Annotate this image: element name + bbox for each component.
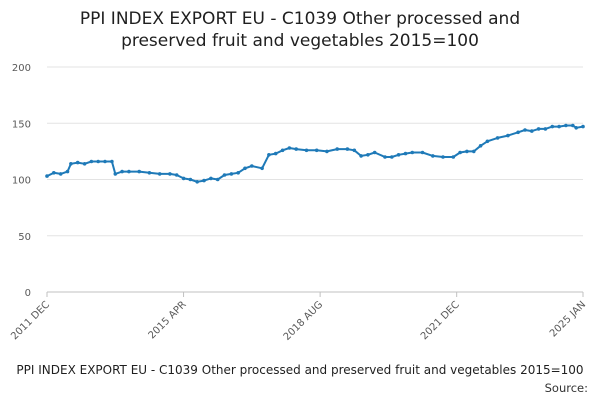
data-point[interactable] [536, 127, 541, 131]
data-point[interactable] [410, 150, 415, 155]
data-point[interactable] [304, 148, 309, 153]
data-point[interactable] [564, 123, 568, 128]
x-tick-label: 2021 DEC [419, 299, 462, 342]
data-point[interactable] [113, 172, 118, 176]
data-point[interactable] [75, 160, 80, 165]
data-point[interactable] [267, 153, 271, 157]
y-tick-label: 100 [12, 176, 31, 187]
chart-caption: PPI INDEX EXPORT EU - C1039 Other proces… [16, 363, 583, 377]
y-axis: 0 50 100 150 200 [12, 63, 31, 299]
data-point[interactable] [530, 129, 534, 133]
data-point[interactable] [335, 147, 340, 151]
x-tick-label: 2015 APR [147, 299, 189, 341]
data-point[interactable] [478, 144, 483, 148]
data-point[interactable] [571, 123, 575, 128]
y-tick-label: 0 [25, 288, 31, 299]
series-line-0 [46, 124, 584, 183]
data-point[interactable] [69, 162, 73, 166]
data-point[interactable] [174, 173, 179, 177]
data-point[interactable] [273, 151, 278, 156]
data-point[interactable] [396, 153, 401, 157]
data-point[interactable] [383, 155, 387, 159]
data-point[interactable] [420, 150, 425, 155]
data-point[interactable] [451, 155, 456, 159]
data-point[interactable] [120, 169, 124, 174]
data-point[interactable] [209, 176, 213, 181]
data-point[interactable] [314, 148, 319, 153]
y-tick-label: 200 [12, 63, 31, 74]
data-point[interactable] [229, 172, 234, 176]
data-point[interactable] [202, 178, 206, 183]
data-point[interactable] [147, 171, 152, 175]
data-point[interactable] [359, 154, 363, 158]
chart-title-line-2: preserved fruit and vegetables 2015=100 [121, 31, 479, 51]
y-tick-label: 150 [12, 119, 31, 130]
data-point[interactable] [215, 177, 220, 182]
data-point[interactable] [403, 151, 408, 156]
data-point[interactable] [137, 169, 141, 174]
data-point[interactable] [260, 166, 264, 171]
x-tick-label: 2018 AUG [282, 299, 326, 343]
data-point[interactable] [352, 148, 357, 153]
data-point[interactable] [574, 126, 578, 130]
data-point[interactable] [485, 139, 490, 144]
chart-title-line-1: PPI INDEX EXPORT EU - C1039 Other proces… [80, 9, 520, 29]
data-point[interactable] [103, 159, 107, 164]
data-point[interactable] [96, 159, 100, 164]
data-point[interactable] [366, 153, 370, 157]
x-tick-label: 2025 JAN [548, 299, 588, 339]
data-point[interactable] [280, 148, 285, 153]
data-point[interactable] [287, 146, 292, 150]
data-point[interactable] [581, 124, 585, 129]
data-point[interactable] [523, 128, 527, 132]
plot-area [45, 123, 585, 184]
data-point[interactable] [52, 171, 56, 175]
data-point[interactable] [236, 171, 240, 175]
data-point[interactable] [157, 172, 162, 176]
data-point[interactable] [506, 133, 510, 138]
data-point[interactable] [243, 166, 247, 171]
data-point[interactable] [441, 155, 445, 159]
data-point[interactable] [195, 180, 199, 184]
data-point[interactable] [294, 147, 299, 151]
data-point[interactable] [181, 176, 186, 181]
data-point[interactable] [250, 164, 254, 168]
data-point[interactable] [550, 124, 555, 129]
data-point[interactable] [89, 159, 94, 164]
data-point[interactable] [345, 147, 350, 151]
data-point[interactable] [557, 124, 561, 129]
data-point[interactable] [110, 159, 114, 164]
data-point[interactable] [65, 169, 70, 174]
data-point[interactable] [222, 173, 227, 177]
y-tick-label: 50 [18, 232, 31, 243]
data-point[interactable] [458, 150, 462, 155]
data-point[interactable] [472, 149, 476, 154]
data-point[interactable] [390, 155, 394, 159]
data-point[interactable] [127, 169, 131, 174]
data-point[interactable] [372, 150, 377, 155]
data-point[interactable] [82, 162, 87, 166]
source-label: Source: [545, 381, 588, 395]
data-point[interactable] [495, 136, 500, 140]
data-point[interactable] [168, 172, 172, 176]
data-point[interactable] [58, 172, 63, 176]
data-point[interactable] [325, 149, 329, 154]
data-point[interactable] [516, 130, 520, 135]
data-point[interactable] [465, 149, 469, 154]
grid-lines [47, 66, 583, 293]
data-point[interactable] [543, 127, 548, 131]
data-point[interactable] [188, 177, 193, 182]
x-axis: 2011 DEC 2015 APR 2018 AUG 2021 DEC 2025 JAN [9, 291, 588, 343]
data-point[interactable] [45, 174, 49, 178]
x-tick-label: 2011 DEC [9, 299, 52, 342]
data-point[interactable] [431, 154, 435, 158]
